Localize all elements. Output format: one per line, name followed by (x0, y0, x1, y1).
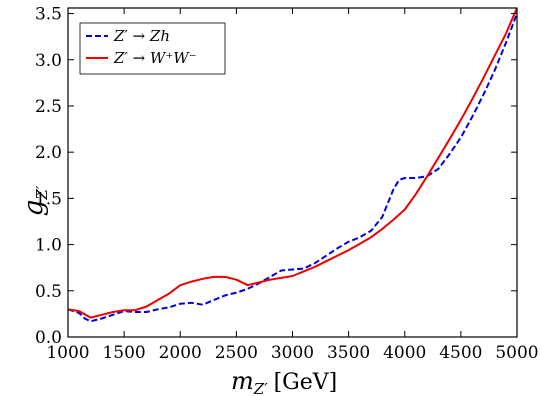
x-tick-label: 2500 (215, 343, 258, 363)
x-tick-label: 1000 (46, 343, 89, 363)
x-tick-label: 3000 (271, 343, 314, 363)
legend-box (79, 22, 226, 75)
y-tick-label: 0.0 (35, 328, 62, 348)
series-line-ww (68, 8, 517, 319)
y-tick-label: 3.0 (35, 51, 62, 71)
y-tick-label: 1.5 (35, 189, 62, 209)
x-axis-var: m (231, 367, 254, 395)
series-layer (68, 8, 517, 323)
y-axis-title: gZ′ (19, 185, 51, 216)
x-axis-title: mZ′ [GeV] (231, 367, 337, 396)
y-tick-label: 2.5 (35, 97, 62, 117)
x-tick-label: 2000 (159, 343, 202, 363)
x-tick-label: 4000 (383, 343, 426, 363)
y-tick-label: 2.0 (35, 143, 62, 163)
x-axis-sub: Z′ (253, 380, 268, 396)
y-tick-label: 0.5 (35, 282, 62, 302)
x-tick-label: 4500 (439, 343, 482, 363)
legend-label-zh: Z′ → Zh (113, 27, 170, 45)
x-tick-label: 1500 (102, 343, 145, 363)
legend: Z′ → Zh Z′ → W⁺W⁻ (79, 22, 226, 75)
series-line-zh (68, 13, 517, 323)
ticks-layer: 1000 1500 2000 2500 3000 3500 4000 4500 5000 0.0 0… (35, 5, 539, 363)
legend-label-ww: Z′ → W⁺W⁻ (113, 49, 197, 67)
x-tick-label: 3500 (327, 343, 370, 363)
x-tick-label: 5000 (495, 343, 538, 363)
y-tick-label: 3.5 (35, 5, 62, 25)
plot-frame (67, 7, 518, 338)
x-axis-unit: [GeV] (274, 370, 338, 395)
y-tick-label: 1.0 (35, 236, 62, 256)
y-axis-var: g (19, 200, 49, 217)
y-axis-sub: Z′ (33, 185, 51, 200)
